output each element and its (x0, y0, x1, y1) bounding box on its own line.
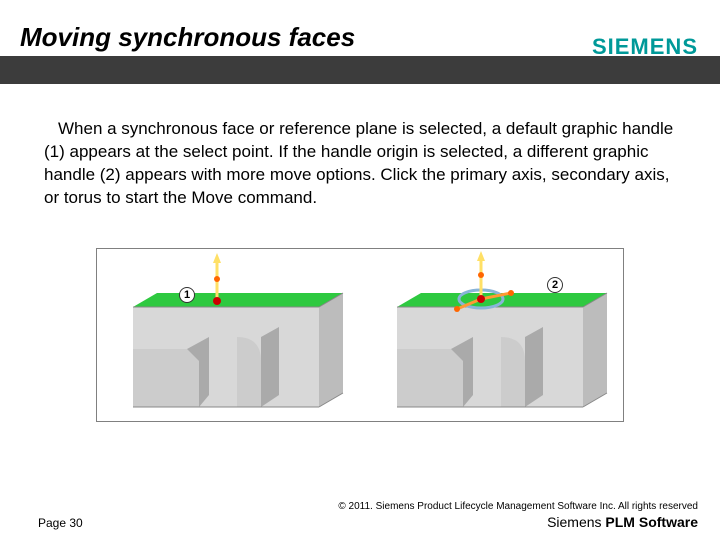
callout-2: 2 (547, 277, 563, 293)
footer-brand: Siemens PLM Software (547, 514, 698, 530)
body-paragraph: When a synchronous face or reference pla… (44, 118, 684, 210)
body-text-content: When a synchronous face or reference pla… (44, 119, 673, 207)
header-bar (0, 56, 720, 84)
callout-1: 1 (179, 287, 195, 303)
footer-copyright: © 2011. Siemens Product Lifecycle Manage… (338, 501, 698, 512)
page-title: Moving synchronous faces (20, 22, 355, 53)
footer-brand-bold: PLM Software (605, 514, 698, 530)
footer-page-number: Page 30 (38, 516, 83, 530)
footer-brand-prefix: Siemens (547, 514, 605, 530)
figure-panel-2: 2 (361, 249, 625, 423)
block-graphic-1 (97, 249, 361, 423)
header: SIEMENS Moving synchronous faces (0, 0, 720, 56)
figure-panel-1: 1 (97, 249, 361, 423)
figure: 1 (96, 248, 624, 422)
block-graphic-2 (361, 249, 625, 423)
